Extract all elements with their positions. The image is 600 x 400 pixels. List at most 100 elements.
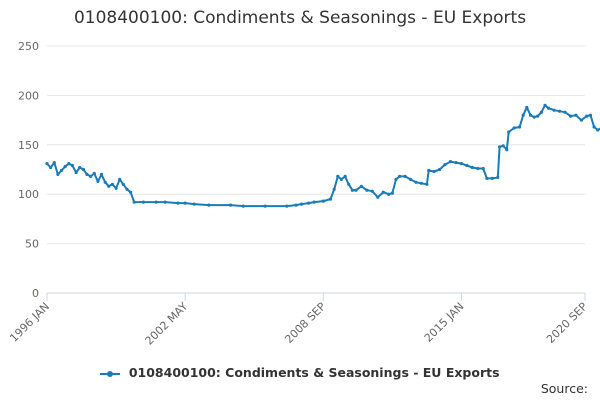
data-point[interactable] xyxy=(505,148,509,152)
data-point[interactable] xyxy=(81,167,85,172)
data-point[interactable] xyxy=(512,126,516,130)
data-point[interactable] xyxy=(96,179,100,183)
data-point[interactable] xyxy=(114,186,118,190)
data-point[interactable] xyxy=(74,170,78,175)
data-point[interactable] xyxy=(118,177,122,181)
data-point[interactable] xyxy=(574,113,578,117)
data-point[interactable] xyxy=(78,165,82,170)
data-point[interactable] xyxy=(89,174,93,178)
data-point[interactable] xyxy=(501,144,505,148)
data-point[interactable] xyxy=(121,182,125,186)
data-point[interactable] xyxy=(485,176,489,180)
data-point[interactable] xyxy=(496,175,500,179)
data-point[interactable] xyxy=(263,204,267,208)
data-point[interactable] xyxy=(350,188,354,192)
series-line[interactable] xyxy=(46,104,600,208)
data-point[interactable] xyxy=(56,172,60,176)
data-point[interactable] xyxy=(52,161,56,165)
data-point[interactable] xyxy=(241,204,245,208)
data-point[interactable] xyxy=(390,191,394,195)
data-point[interactable] xyxy=(347,182,351,186)
data-point[interactable] xyxy=(365,188,369,192)
data-point[interactable] xyxy=(336,174,340,178)
data-point[interactable] xyxy=(359,184,363,188)
data-point[interactable] xyxy=(521,113,525,117)
data-point[interactable] xyxy=(563,110,567,114)
data-point[interactable] xyxy=(129,190,133,194)
data-point[interactable] xyxy=(518,125,522,129)
data-point[interactable] xyxy=(312,200,316,204)
data-point[interactable] xyxy=(432,169,436,174)
legend-label[interactable]: 0108400100: Condiments & Seasonings - EU… xyxy=(128,365,500,380)
data-point[interactable] xyxy=(558,109,562,113)
data-point[interactable] xyxy=(568,114,573,118)
data-point[interactable] xyxy=(59,168,64,173)
data-point[interactable] xyxy=(481,166,485,171)
data-point[interactable] xyxy=(403,174,407,178)
data-point[interactable] xyxy=(192,202,196,206)
data-point[interactable] xyxy=(163,200,167,204)
data-point[interactable] xyxy=(67,162,71,166)
data-point[interactable] xyxy=(107,184,111,188)
data-point[interactable] xyxy=(536,114,540,118)
data-point[interactable] xyxy=(294,203,298,207)
data-point[interactable] xyxy=(592,125,596,129)
data-point[interactable] xyxy=(103,180,107,184)
data-point[interactable] xyxy=(552,108,556,112)
data-point[interactable] xyxy=(476,166,480,171)
data-point[interactable] xyxy=(132,200,136,204)
data-point[interactable] xyxy=(343,174,347,178)
data-point[interactable] xyxy=(539,110,544,114)
data-point[interactable] xyxy=(299,202,304,206)
data-point[interactable] xyxy=(459,162,463,166)
data-point[interactable] xyxy=(579,118,584,122)
data-point[interactable] xyxy=(490,176,494,180)
data-point[interactable] xyxy=(285,204,289,208)
data-point[interactable] xyxy=(176,201,180,205)
data-point[interactable] xyxy=(49,165,53,170)
data-point[interactable] xyxy=(414,180,418,184)
data-point[interactable] xyxy=(448,160,453,164)
data-point[interactable] xyxy=(443,163,447,167)
data-point[interactable] xyxy=(370,189,374,193)
data-point[interactable] xyxy=(207,203,211,207)
data-point[interactable] xyxy=(394,177,398,181)
data-point[interactable] xyxy=(141,200,145,204)
data-point[interactable] xyxy=(381,190,385,194)
data-point[interactable] xyxy=(532,115,536,119)
data-point[interactable] xyxy=(454,161,458,165)
data-point[interactable] xyxy=(387,192,391,196)
source-credit[interactable]: Source: xyxy=(540,381,588,396)
data-point[interactable] xyxy=(427,168,431,173)
data-point[interactable] xyxy=(110,182,114,186)
data-point[interactable] xyxy=(99,172,104,176)
data-point[interactable] xyxy=(498,145,502,149)
data-point[interactable] xyxy=(354,188,358,192)
data-point[interactable] xyxy=(125,187,129,191)
data-point[interactable] xyxy=(596,128,600,132)
data-point[interactable] xyxy=(525,105,529,109)
data-point[interactable] xyxy=(229,203,233,207)
data-point[interactable] xyxy=(588,113,593,117)
data-point[interactable] xyxy=(507,130,511,134)
data-point[interactable] xyxy=(419,181,423,185)
data-point[interactable] xyxy=(465,163,469,168)
data-point[interactable] xyxy=(585,114,589,118)
data-point[interactable] xyxy=(183,201,187,205)
legend[interactable]: 0108400100: Condiments & Seasonings - EU… xyxy=(0,365,600,380)
data-point[interactable] xyxy=(307,201,311,205)
data-point[interactable] xyxy=(63,164,67,169)
data-point[interactable] xyxy=(70,163,74,168)
data-point[interactable] xyxy=(470,165,474,170)
data-point[interactable] xyxy=(339,177,343,181)
data-point[interactable] xyxy=(543,103,547,107)
data-point[interactable] xyxy=(376,195,380,199)
data-point[interactable] xyxy=(328,197,333,201)
data-point[interactable] xyxy=(398,174,402,178)
data-point[interactable] xyxy=(85,172,89,176)
data-point[interactable] xyxy=(547,106,551,110)
data-point[interactable] xyxy=(408,177,413,181)
data-point[interactable] xyxy=(321,199,325,203)
data-point[interactable] xyxy=(92,171,96,176)
data-point[interactable] xyxy=(528,113,533,117)
